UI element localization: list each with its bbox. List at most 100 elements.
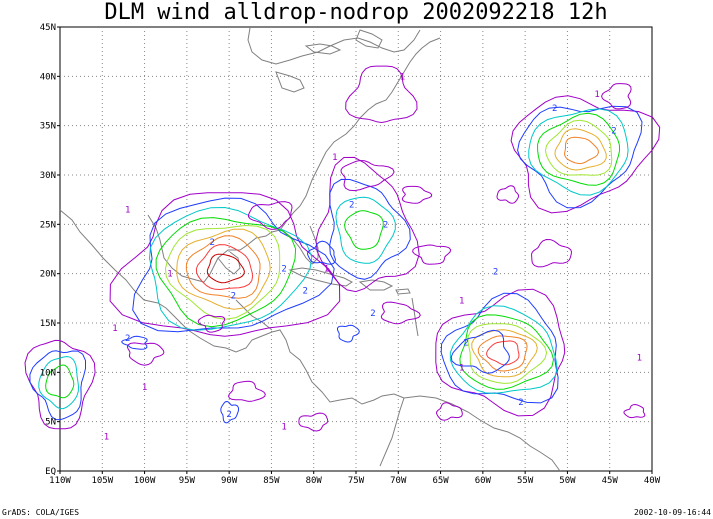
contour-level-4 xyxy=(344,210,384,250)
contour-label: 2 xyxy=(463,339,468,349)
contour-level-8 xyxy=(486,340,520,366)
contour-label: 2 xyxy=(349,201,354,211)
contour-level-1 xyxy=(435,402,463,421)
contour-level-2 xyxy=(306,240,336,265)
x-tick-label: 50W xyxy=(559,476,576,486)
footer-credit: GrADS: COLA/IGES xyxy=(2,508,79,517)
x-tick-label: 95W xyxy=(179,476,196,486)
contour-label: 2 xyxy=(611,127,616,137)
contour-label: 2 xyxy=(210,238,215,248)
y-tick-label: 35N xyxy=(40,122,56,132)
contour-level-3 xyxy=(528,108,629,196)
coast-cuba xyxy=(288,267,353,287)
contour-level-1 xyxy=(623,403,646,419)
contour-level-2 xyxy=(220,400,240,424)
coast-puerto-rico xyxy=(395,288,411,295)
contour-level-8 xyxy=(195,244,254,291)
contour-level-1 xyxy=(510,95,661,214)
contour-label: 2 xyxy=(370,309,375,319)
contour-label: 1 xyxy=(125,206,130,216)
contour-level-3 xyxy=(148,206,313,331)
coastlines xyxy=(59,27,561,472)
contour-label: 2 xyxy=(125,334,130,344)
contour-label: 1 xyxy=(637,354,642,364)
contour-level-3 xyxy=(335,196,396,264)
contour-level-2 xyxy=(337,324,360,343)
contour-level-7 xyxy=(564,136,599,165)
contour-label: 2 xyxy=(281,265,286,275)
contour-field xyxy=(24,65,661,432)
vortex-tropical-atlantic xyxy=(435,288,566,417)
contour-label: 1 xyxy=(281,423,286,433)
y-tick-label: 5N xyxy=(45,418,56,428)
contour-label: 2 xyxy=(493,268,498,278)
contour-label: 1 xyxy=(332,153,337,163)
contour-level-4 xyxy=(45,364,75,399)
coast-lesser-antilles xyxy=(411,297,419,337)
contour-level-1 xyxy=(126,342,165,366)
x-tick-label: 65W xyxy=(432,476,449,486)
contour-level-4 xyxy=(459,314,555,390)
contour-level-6 xyxy=(554,128,607,171)
y-tick-label: 40N xyxy=(40,72,56,82)
contour-level-2 xyxy=(29,350,86,421)
contour-level-6 xyxy=(471,329,538,378)
x-tick-label: 60W xyxy=(475,476,492,486)
contour-label: 2 xyxy=(231,291,236,301)
y-tick-label: 25N xyxy=(40,220,56,230)
vortex-north-atlantic xyxy=(510,95,661,214)
contour-level-7 xyxy=(477,335,528,372)
contour-label: 1 xyxy=(459,296,464,306)
y-tick-label: 15N xyxy=(40,319,56,329)
y-tick-label: 10N xyxy=(40,368,56,378)
minor-contours xyxy=(121,65,646,432)
x-tick-label: 80W xyxy=(306,476,323,486)
y-tick-label: EQ xyxy=(45,467,56,477)
contour-level-2 xyxy=(450,329,510,374)
contour-level-4 xyxy=(155,217,297,328)
contour-level-5 xyxy=(467,323,548,384)
footer-timestamp: 2002-10-09-16:44 xyxy=(634,508,711,517)
contour-level-1 xyxy=(601,83,632,110)
contour-level-1 xyxy=(496,185,520,204)
contour-level-6 xyxy=(176,228,271,310)
contour-level-1 xyxy=(298,412,329,432)
contour-level-2 xyxy=(440,292,559,404)
contour-label: 1 xyxy=(400,72,405,82)
contour-label: 1 xyxy=(104,432,109,442)
x-tick-label: 100W xyxy=(134,476,156,486)
x-tick-label: 75W xyxy=(348,476,365,486)
coast-mexico-gulf xyxy=(147,37,441,283)
contour-label: 2 xyxy=(383,220,388,230)
x-tick-label: 70W xyxy=(390,476,407,486)
contour-level-1 xyxy=(109,192,341,337)
x-tick-label: 40W xyxy=(644,476,661,486)
coast-south-america xyxy=(403,395,561,472)
contour-label: 1 xyxy=(459,363,464,373)
contour-level-1 xyxy=(345,65,418,124)
x-tick-label: 85W xyxy=(263,476,280,486)
contour-level-3 xyxy=(38,355,80,410)
contour-level-1 xyxy=(401,185,433,204)
coast-yucatan xyxy=(217,251,241,275)
contour-level-1 xyxy=(315,156,420,293)
contour-level-1 xyxy=(435,288,566,417)
coast-hispaniola xyxy=(358,279,394,291)
contour-level-1 xyxy=(227,380,266,402)
contour-level-1 xyxy=(340,159,395,192)
contour-level-1 xyxy=(412,244,452,265)
y-tick-label: 45N xyxy=(40,23,56,33)
contour-level-7 xyxy=(185,235,261,299)
y-axis-labels: EQ 5N 10N 15N 20N 25N 30N 35N 40N 45N xyxy=(40,23,60,477)
contour-level-3 xyxy=(449,305,558,394)
coast-florida xyxy=(281,225,319,265)
coast-north-america xyxy=(59,209,405,405)
contour-level-2 xyxy=(517,105,643,209)
contour-level-5 xyxy=(164,224,281,320)
contour-label: 2 xyxy=(226,410,231,420)
contour-level-1 xyxy=(380,301,421,325)
contour-level-1 xyxy=(247,201,293,230)
contour-label: 2 xyxy=(303,286,308,296)
